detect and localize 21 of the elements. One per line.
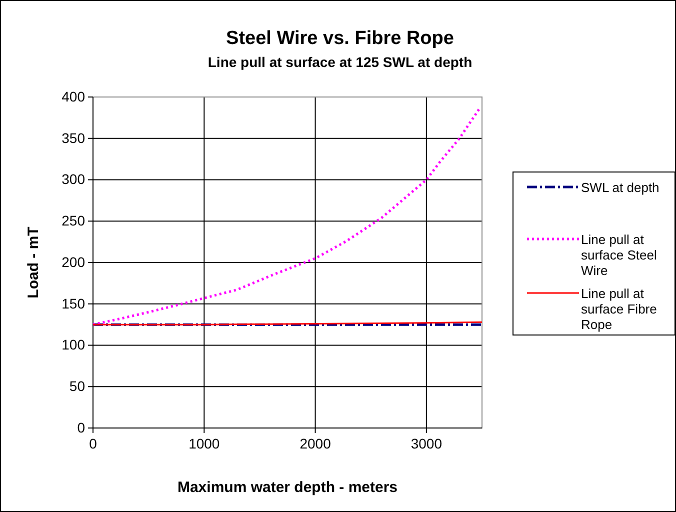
chart-title: Steel Wire vs. Fibre Rope [226, 28, 454, 49]
x-tick-label: 0 [89, 436, 98, 452]
y-tick-label: 0 [77, 419, 86, 436]
x-axis-title: Maximum water depth - meters [177, 479, 398, 496]
y-tick-label: 50 [69, 378, 86, 394]
y-tick-label: 250 [62, 212, 86, 229]
legend-label: SWL at depth [581, 180, 660, 195]
x-tick-label: 2000 [300, 436, 332, 452]
x-tick-label: 3000 [410, 436, 442, 452]
y-axis-title: Load - mT [25, 226, 42, 298]
legend-label: Line pull at surface Fibre Rope [581, 286, 657, 332]
y-tick-label: 200 [62, 254, 86, 270]
x-tick-label: 1000 [188, 436, 220, 452]
line-series [92, 107, 481, 326]
y-tick-label: 400 [62, 88, 86, 104]
legend-label: Line pull at surface Steel Wire [581, 232, 657, 278]
y-tick-label: 150 [62, 295, 86, 312]
chart-subtitle: Line pull at surface at 125 SWL at depth [208, 54, 472, 70]
y-tick-label: 100 [62, 336, 86, 353]
y-tick-label: 300 [62, 171, 86, 188]
y-tick-label: 350 [62, 130, 86, 146]
